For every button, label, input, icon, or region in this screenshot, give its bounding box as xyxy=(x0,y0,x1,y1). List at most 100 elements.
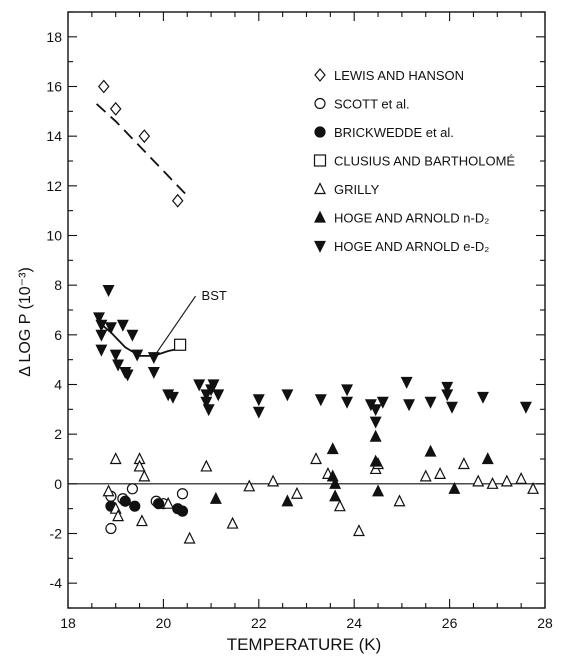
data-point xyxy=(341,396,354,409)
data-point xyxy=(119,495,131,507)
data-point xyxy=(393,494,406,507)
y-tick-label: -2 xyxy=(50,526,63,542)
annotation-leader xyxy=(155,295,197,355)
data-point xyxy=(162,496,175,509)
y-tick-label: 2 xyxy=(54,426,62,442)
data-point xyxy=(202,404,215,417)
data-point xyxy=(515,472,528,484)
data-point xyxy=(290,486,303,499)
data-point xyxy=(333,499,346,512)
data-point xyxy=(97,79,110,94)
data-point xyxy=(126,329,139,342)
data-point xyxy=(369,454,382,467)
y-tick-label: 4 xyxy=(54,377,62,393)
y-tick-label: 16 xyxy=(46,79,62,95)
series-hoge-and-arnold-e-d xyxy=(93,285,532,429)
legend: LEWIS AND HANSON SCOTT et al. BRICKWEDDE e… xyxy=(313,68,515,254)
data-point xyxy=(243,479,256,492)
data-point xyxy=(95,344,108,357)
data-point xyxy=(252,406,265,419)
data-point xyxy=(434,467,447,479)
data-point xyxy=(135,514,148,527)
data-point xyxy=(481,452,494,465)
data-point xyxy=(109,452,122,465)
data-point xyxy=(126,483,138,495)
data-point xyxy=(104,322,117,335)
data-point xyxy=(352,524,365,537)
data-point xyxy=(441,381,454,394)
data-point xyxy=(112,509,125,522)
data-point xyxy=(112,359,125,372)
data-point xyxy=(281,389,294,402)
data-point xyxy=(424,444,437,457)
data-point xyxy=(153,498,165,510)
data-point xyxy=(341,384,354,397)
legend-marker xyxy=(313,154,327,167)
data-point xyxy=(200,396,213,409)
y-tick-label: 12 xyxy=(46,178,62,194)
data-point xyxy=(121,369,134,382)
data-point xyxy=(138,469,151,482)
data-point xyxy=(472,474,485,487)
legend-marker xyxy=(314,240,326,253)
data-point xyxy=(369,416,382,429)
data-point xyxy=(116,319,129,332)
data-point xyxy=(486,476,499,489)
data-point xyxy=(369,404,382,417)
data-point xyxy=(95,319,108,332)
annotations: BST xyxy=(155,288,227,355)
legend-label: SCOTT et al. xyxy=(334,97,410,112)
data-point xyxy=(329,476,342,489)
legend-marker xyxy=(314,126,326,138)
data-point xyxy=(102,285,115,297)
dashed-curve xyxy=(95,103,191,199)
data-point xyxy=(527,481,540,494)
y-tick-label: 14 xyxy=(46,128,62,144)
annotation-label: BST xyxy=(202,288,227,303)
x-tick-label: 22 xyxy=(251,615,267,631)
y-tick-label: 6 xyxy=(54,327,62,343)
legend-label: CLUSIUS AND BARTHOLOMÉ xyxy=(334,154,515,169)
data-point xyxy=(176,505,189,517)
data-point xyxy=(147,366,160,379)
data-point xyxy=(376,396,389,409)
legend-label: GRILLY xyxy=(334,182,380,197)
legend-marker xyxy=(314,68,326,82)
legend-label: LEWIS AND HANSON xyxy=(334,68,464,83)
x-tick-label: 18 xyxy=(60,615,76,631)
y-axis-label: Δ LOG P (10⁻³) xyxy=(17,267,34,377)
data-point xyxy=(226,516,239,529)
data-point xyxy=(281,494,294,507)
x-tick-label: 24 xyxy=(346,615,362,631)
y-tick-label: 10 xyxy=(46,228,62,244)
data-point xyxy=(166,391,179,404)
data-point xyxy=(403,399,416,412)
legend-marker xyxy=(314,210,326,223)
legend-label: HOGE AND ARNOLD e-D₂ xyxy=(334,239,489,254)
data-point xyxy=(310,452,323,465)
fit-curves xyxy=(95,103,191,357)
y-tick-label: 0 xyxy=(54,476,62,492)
data-point xyxy=(109,101,122,116)
legend-marker xyxy=(314,182,326,195)
data-point xyxy=(207,379,220,392)
data-point xyxy=(446,401,458,414)
series-grilly xyxy=(102,452,540,544)
data-point xyxy=(131,349,144,362)
data-point xyxy=(372,484,385,497)
series-lewis-and-hanson xyxy=(97,79,184,208)
data-point xyxy=(448,481,461,494)
legend-label: HOGE AND ARNOLD n-D₂ xyxy=(334,211,489,226)
data-point xyxy=(93,312,105,325)
data-point xyxy=(212,389,225,402)
data-point xyxy=(193,379,206,392)
y-tick-label: 8 xyxy=(54,277,62,293)
data-point xyxy=(369,429,382,442)
y-tick-label: -4 xyxy=(50,575,63,591)
series-clusius-and-bartholom xyxy=(173,338,187,351)
data-point xyxy=(105,522,117,535)
data-point xyxy=(102,484,115,497)
data-point xyxy=(326,442,339,455)
